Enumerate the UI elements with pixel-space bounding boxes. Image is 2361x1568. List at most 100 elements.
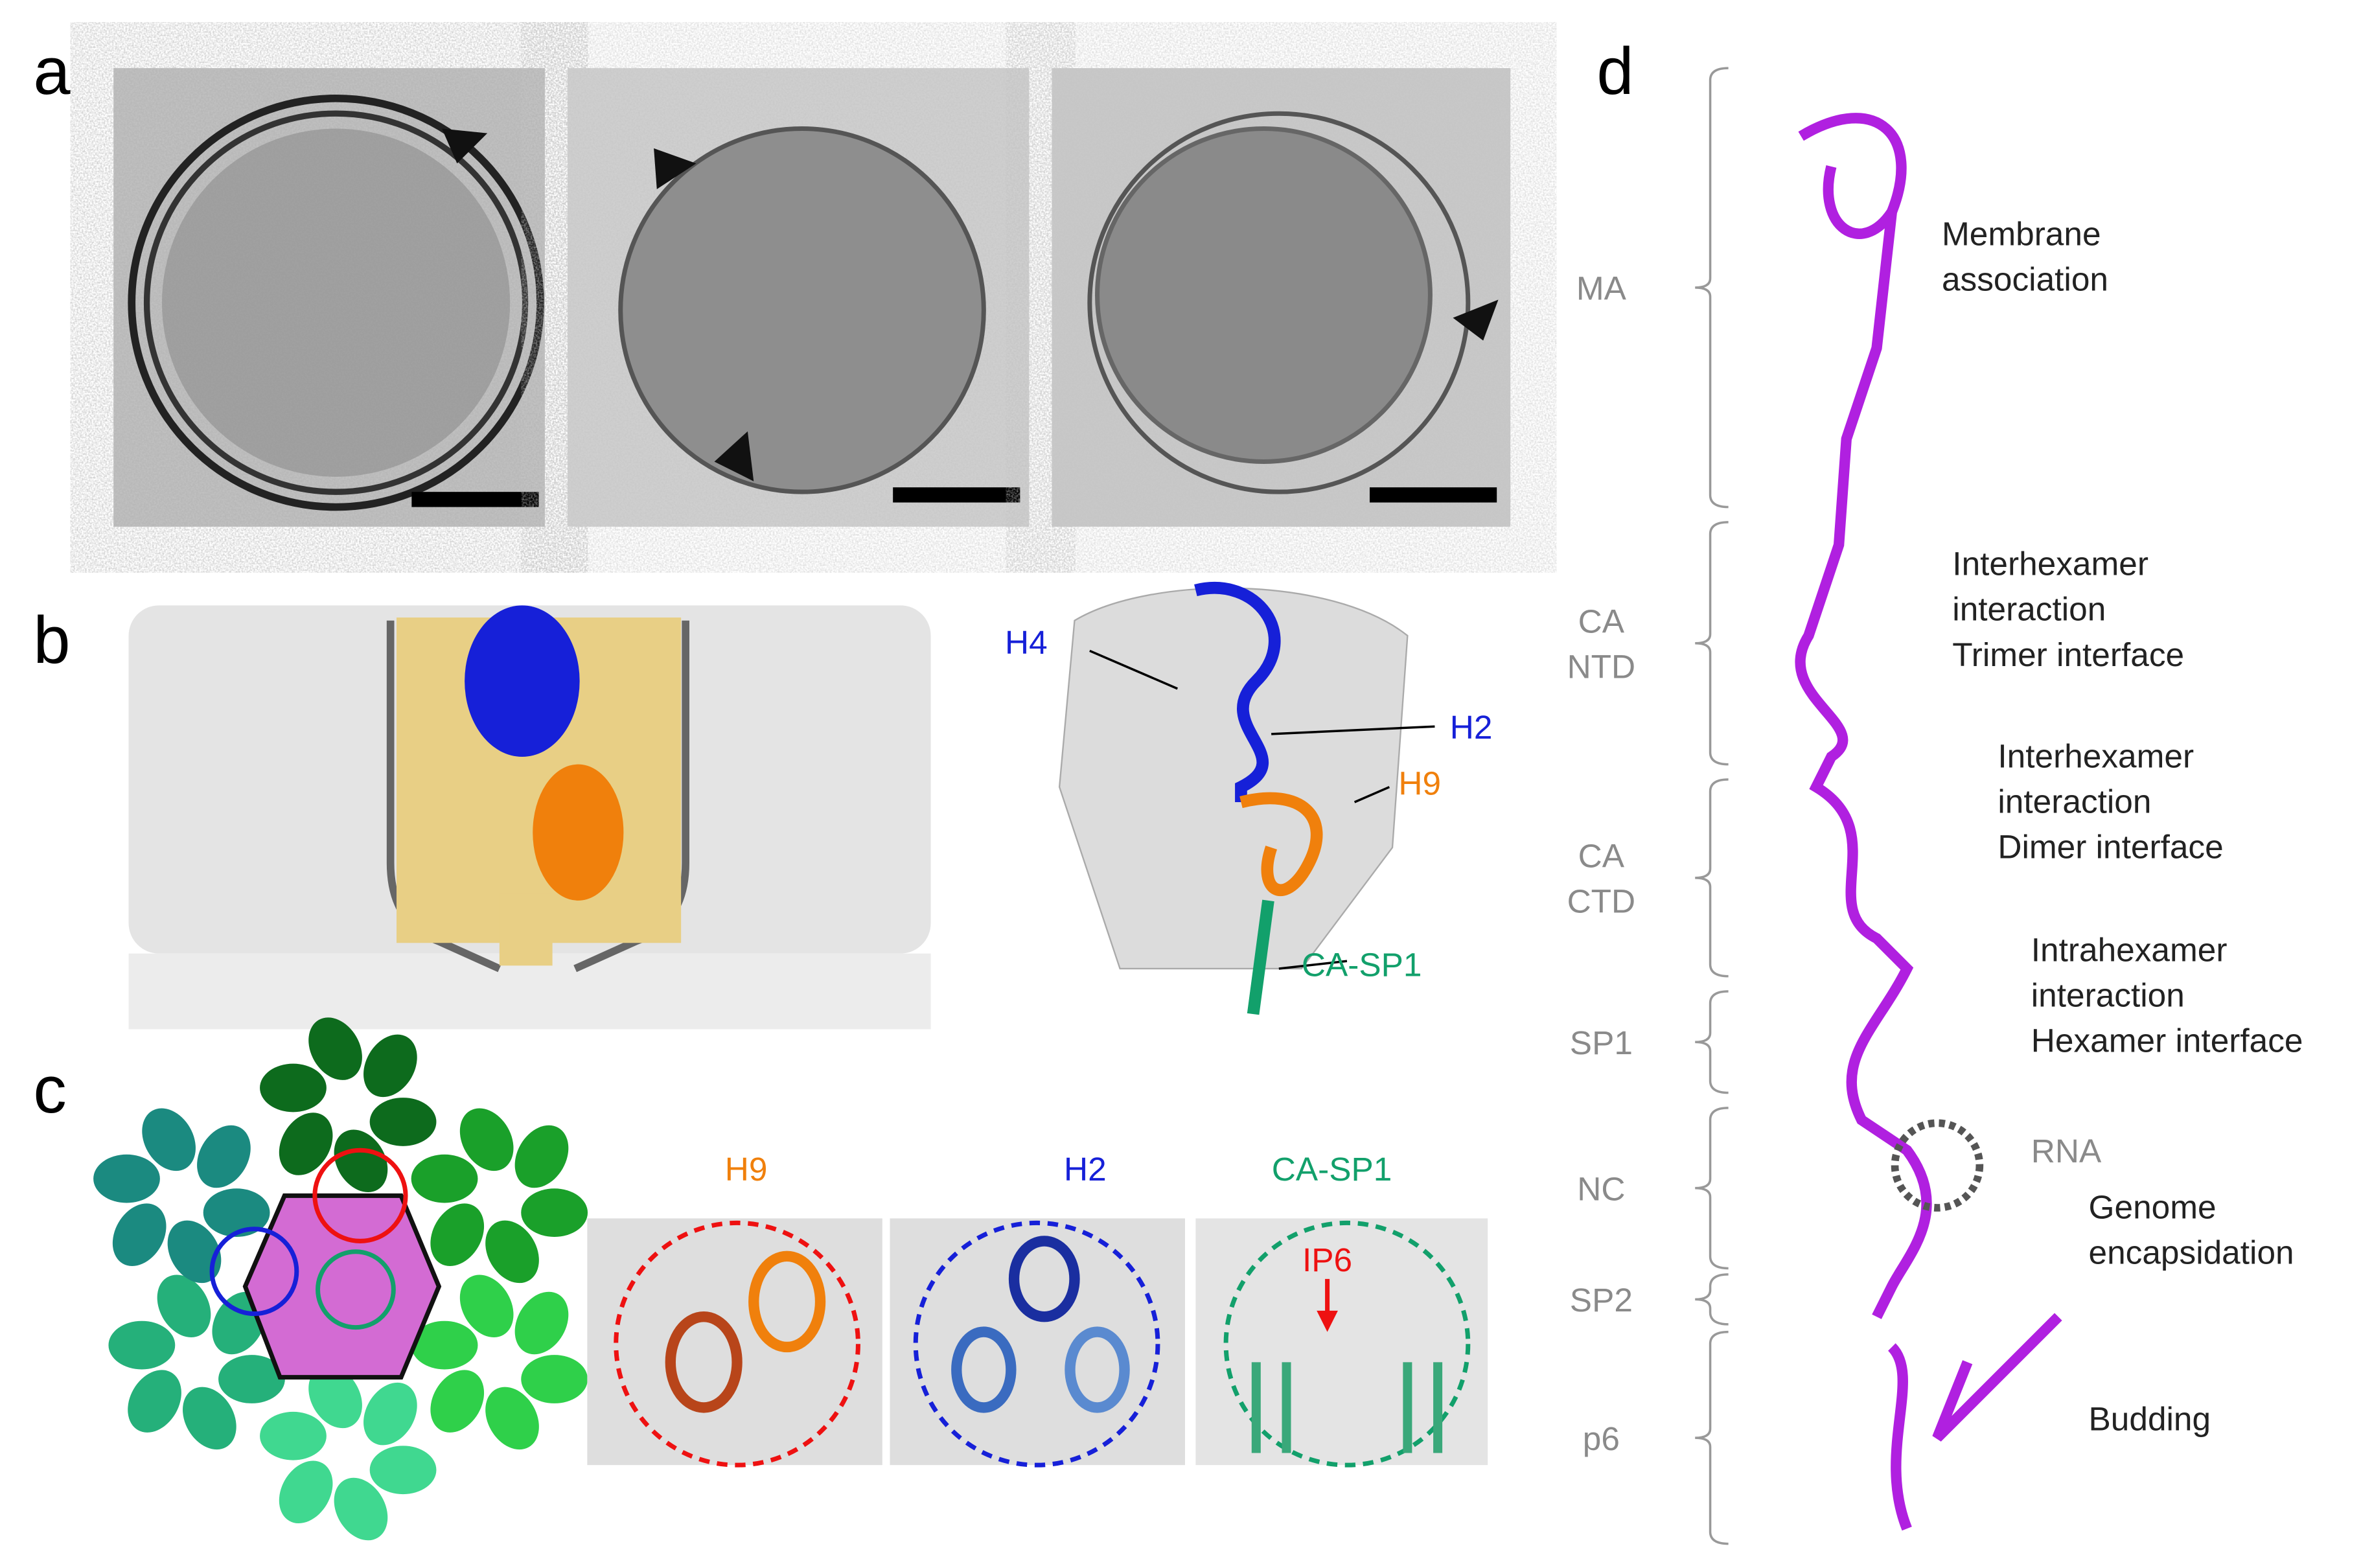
lattice-blob [142, 1108, 196, 1171]
density-sp1 [499, 893, 553, 966]
inset-ring [1223, 1220, 1471, 1468]
panel-label: a [33, 34, 71, 108]
ribbon-ntd [1194, 582, 1281, 803]
lattice-blob [218, 1355, 285, 1403]
lattice-blob [459, 1274, 514, 1338]
arrowhead [654, 148, 697, 189]
function-label: Interhexamer interaction Trimer interface [1952, 545, 2184, 673]
rna-label: RNA [2031, 1132, 2102, 1170]
scale-bar [893, 487, 1020, 503]
domain-line: MA [1576, 270, 1627, 307]
function-label: Interhexamer interaction Dimer interface [1998, 737, 2223, 865]
function-label: Intrahexamer interaction Hexamer interface [2031, 930, 2303, 1059]
domain-line: SP2 [1570, 1281, 1633, 1319]
virion-membrane [1087, 111, 1471, 494]
pointer [1089, 649, 1179, 690]
pointer [1271, 725, 1435, 735]
function-labels: Membrane association Interhexamer interacti… [1942, 214, 2303, 1437]
function-label: Membrane association [1942, 214, 2108, 297]
helix-label: H4 [1005, 623, 1048, 661]
function-line: Budding [2089, 1400, 2211, 1437]
domain-label: CA NTD [1567, 602, 1636, 685]
bracket [1695, 1273, 1729, 1326]
panel-label: d [1596, 34, 1633, 108]
function-line: Trimer interface [1952, 636, 2184, 673]
bracket [1695, 1107, 1729, 1270]
ribbon-sp1 [1247, 899, 1274, 1015]
lattice-blob [363, 1382, 417, 1446]
inset-title: CA-SP1 [1272, 1150, 1392, 1188]
inset-title: H2 [1064, 1150, 1107, 1188]
virion-lattice [143, 110, 529, 495]
panel-label: c [33, 1052, 66, 1127]
lattice-blob [260, 1063, 327, 1113]
ribbon-ctd [1239, 792, 1323, 897]
function-line: interaction [2031, 976, 2185, 1013]
domain-label: CA CTD [1567, 836, 1636, 919]
function-line: association [1942, 260, 2108, 297]
bracket [1695, 1330, 1729, 1545]
ring-green [316, 1249, 396, 1330]
domain-line: NC [1577, 1170, 1625, 1207]
domain-label: NC [1577, 1170, 1625, 1207]
virion-core [161, 128, 511, 477]
lattice-blob [112, 1203, 167, 1266]
domain-label: SP1 [1570, 1024, 1633, 1061]
lattice-blob [459, 1108, 514, 1171]
lattice-blob [369, 1446, 437, 1495]
lattice-blob [197, 1125, 251, 1188]
bracket [1695, 778, 1729, 978]
function-line: interaction [1952, 590, 2106, 628]
rna-model [1891, 1119, 1984, 1212]
bracket [1695, 521, 1729, 766]
lattice-blob [93, 1154, 160, 1203]
function-line: Interhexamer [1998, 737, 2194, 774]
domain-labels: MA CA NTD CA CTD SP1 NC SP2 p6 [1567, 270, 1636, 1457]
bracket [1695, 67, 1729, 509]
scale-bar [1369, 487, 1497, 503]
insets [587, 1218, 1488, 1468]
lattice-blob [485, 1220, 539, 1284]
lattice-blob [521, 1188, 588, 1237]
lattice-blob [485, 1387, 539, 1450]
domain-line: CA [1578, 836, 1625, 874]
virion-membrane [128, 94, 544, 511]
lattice-blob [108, 1320, 176, 1370]
arrowhead [714, 431, 754, 481]
helix-label: H2 [1450, 708, 1493, 746]
helix [748, 1251, 826, 1353]
ring-red [312, 1147, 408, 1243]
lattice-blob [411, 1154, 478, 1203]
domain-label: p6 [1583, 1420, 1620, 1457]
lattice-blob [279, 1460, 333, 1524]
function-line: interaction [1998, 782, 2151, 820]
lattice-blob [183, 1387, 236, 1450]
panel-label: b [33, 603, 70, 677]
domain-label: MA [1576, 270, 1627, 307]
arrowhead [1453, 299, 1499, 341]
lattice-blob [411, 1320, 478, 1370]
lattice-blob [260, 1411, 327, 1460]
function-line: Membrane [1942, 214, 2101, 252]
lattice-blob [203, 1188, 270, 1237]
density-map [128, 605, 931, 1030]
lattice-blob [334, 1477, 388, 1541]
lattice-blob [334, 1129, 388, 1193]
lattice-blob [514, 1125, 569, 1188]
lattice-blob [369, 1098, 437, 1146]
function-line: Hexamer interface [2031, 1021, 2303, 1059]
function-label: Genome encapsidation [2089, 1188, 2294, 1271]
brackets [1695, 67, 1729, 1545]
inset-ring [913, 1220, 1160, 1468]
density-ctd [533, 764, 624, 901]
density-ntd [465, 605, 580, 757]
domain-label: SP2 [1570, 1281, 1633, 1319]
domain-line: NTD [1567, 647, 1636, 685]
lattice-blob [514, 1291, 569, 1355]
virion [618, 126, 986, 494]
lattice-blob [279, 1113, 333, 1175]
hexagon [242, 1193, 442, 1380]
lattice-overlay [209, 1147, 442, 1380]
ribbon-gray [1058, 587, 1409, 970]
